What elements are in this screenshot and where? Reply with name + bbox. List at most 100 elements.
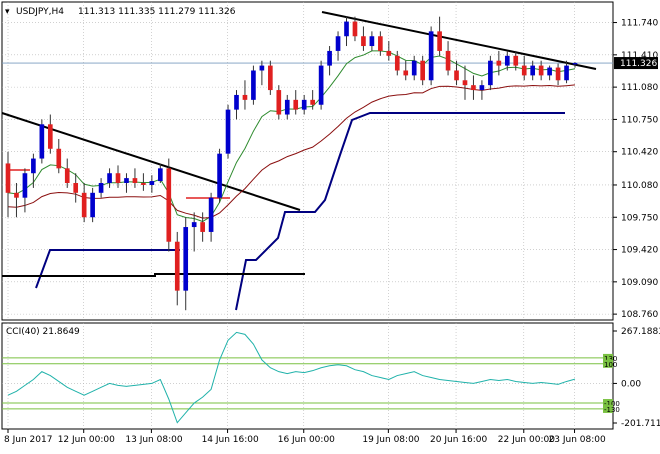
candle-body bbox=[81, 192, 87, 218]
candle-body bbox=[521, 65, 527, 76]
time-axis: 8 Jun 2017 12 Jun 00:00 13 Jun 08:00 14 Jun… bbox=[4, 429, 606, 445]
ma-slow-line bbox=[7, 84, 576, 219]
candle-body bbox=[183, 227, 189, 291]
candle-body bbox=[437, 31, 442, 51]
candle-body bbox=[369, 36, 375, 47]
cci-level-tag bbox=[603, 359, 613, 368]
price-tick-label: 109.090 bbox=[621, 278, 658, 288]
symbol-timeframe: USDJPY,H4 bbox=[16, 7, 64, 17]
candle-body bbox=[115, 173, 121, 184]
time-tick-label: 19 Jun 08:00 bbox=[362, 435, 419, 445]
cci-level-tag bbox=[603, 399, 613, 408]
cci-tick-label: -201.711 bbox=[621, 419, 660, 429]
time-tick-label: 13 Jun 08:00 bbox=[125, 435, 182, 445]
current-price-label: 111.326 bbox=[620, 59, 657, 69]
candle-body bbox=[538, 65, 544, 76]
cci-series bbox=[7, 331, 576, 424]
candle-body bbox=[242, 94, 248, 100]
cci-tick-label: 267.1883 bbox=[621, 327, 660, 337]
candle-body bbox=[445, 50, 451, 71]
candle-body bbox=[56, 148, 62, 169]
candle-body bbox=[259, 65, 265, 71]
downtrend-line-2 bbox=[321, 11, 597, 70]
candle-body bbox=[513, 55, 519, 66]
price-tick-label: 111.410 bbox=[621, 51, 658, 61]
lower-channel-right bbox=[235, 112, 565, 311]
candle-body bbox=[268, 65, 273, 91]
cci-panel bbox=[1, 322, 614, 430]
candle-body bbox=[47, 124, 53, 149]
candle-body bbox=[64, 168, 70, 184]
candle-body bbox=[217, 153, 222, 198]
candle-body bbox=[98, 183, 104, 193]
candle-body bbox=[344, 21, 349, 37]
candle-body bbox=[454, 70, 459, 81]
time-tick-label: 22 Jun 00:00 bbox=[498, 435, 555, 445]
candle-body bbox=[234, 94, 239, 110]
cci-level-tag bbox=[603, 404, 613, 413]
candle-body bbox=[547, 67, 552, 76]
candle-body bbox=[411, 60, 417, 76]
price-tick-label: 111.080 bbox=[621, 83, 658, 93]
candle-body bbox=[200, 222, 205, 232]
candle-body bbox=[31, 158, 36, 174]
price-tick-label: 109.420 bbox=[621, 246, 658, 256]
candle-body bbox=[14, 192, 19, 198]
candle-body bbox=[107, 173, 112, 184]
candle-body bbox=[301, 99, 307, 110]
time-tick-label: 23 Jun 08:00 bbox=[549, 435, 606, 445]
candle-body bbox=[318, 65, 324, 105]
support-line bbox=[2, 273, 305, 277]
current-price-tag bbox=[614, 57, 658, 70]
price-tick-label: 109.750 bbox=[621, 213, 658, 223]
price-tick-label: 110.420 bbox=[621, 148, 658, 158]
cci-level-label: 100 bbox=[604, 361, 617, 369]
candle-body bbox=[39, 124, 45, 159]
candle-body bbox=[386, 50, 392, 56]
candle-body bbox=[22, 173, 28, 198]
time-tick-label: 16 Jun 00:00 bbox=[278, 435, 335, 445]
cci-level-label: 130 bbox=[604, 355, 617, 363]
candle-body bbox=[5, 163, 11, 193]
price-tick-label: 111.740 bbox=[621, 19, 658, 29]
candle-body bbox=[284, 99, 290, 115]
price-tick-label: 108.760 bbox=[621, 310, 658, 320]
ohlc-readout: 111.313 111.335 111.279 111.326 bbox=[78, 7, 236, 17]
cci-axis: 267.1883 0.00 -201.711 bbox=[613, 327, 660, 429]
price-panel bbox=[1, 1, 614, 321]
candle-body bbox=[488, 60, 493, 86]
cci-line bbox=[7, 331, 576, 424]
cci-tick-label: 0.00 bbox=[621, 379, 641, 389]
candle-body bbox=[335, 36, 341, 51]
candle-body bbox=[378, 36, 383, 51]
candle-body bbox=[504, 55, 510, 66]
cci-level-tag bbox=[603, 353, 613, 362]
candle-body bbox=[149, 181, 155, 185]
candle-body bbox=[90, 192, 95, 218]
candles bbox=[5, 16, 578, 311]
candle-body bbox=[158, 168, 163, 182]
candle-body bbox=[327, 50, 332, 66]
candle-body bbox=[403, 70, 409, 76]
cci-level-label: -130 bbox=[604, 406, 620, 414]
candle-body bbox=[310, 99, 315, 105]
candle-body bbox=[555, 67, 561, 81]
time-tick-label: 20 Jun 16:00 bbox=[430, 435, 487, 445]
candle-body bbox=[530, 65, 536, 76]
candle-body bbox=[479, 85, 485, 91]
candle-body bbox=[132, 178, 138, 184]
time-tick-label: 14 Jun 16:00 bbox=[202, 435, 259, 445]
candle-body bbox=[564, 65, 569, 81]
time-tick-label: 12 Jun 00:00 bbox=[58, 435, 115, 445]
time-tick-label: 8 Jun 2017 bbox=[4, 435, 52, 445]
candle-body bbox=[124, 178, 129, 184]
candle-body bbox=[174, 241, 180, 291]
candle-body bbox=[166, 168, 172, 242]
candle-body bbox=[225, 109, 231, 154]
candle-body bbox=[191, 222, 197, 228]
candle-body bbox=[496, 60, 502, 66]
candle-body bbox=[428, 31, 434, 81]
candle-body bbox=[73, 183, 79, 193]
